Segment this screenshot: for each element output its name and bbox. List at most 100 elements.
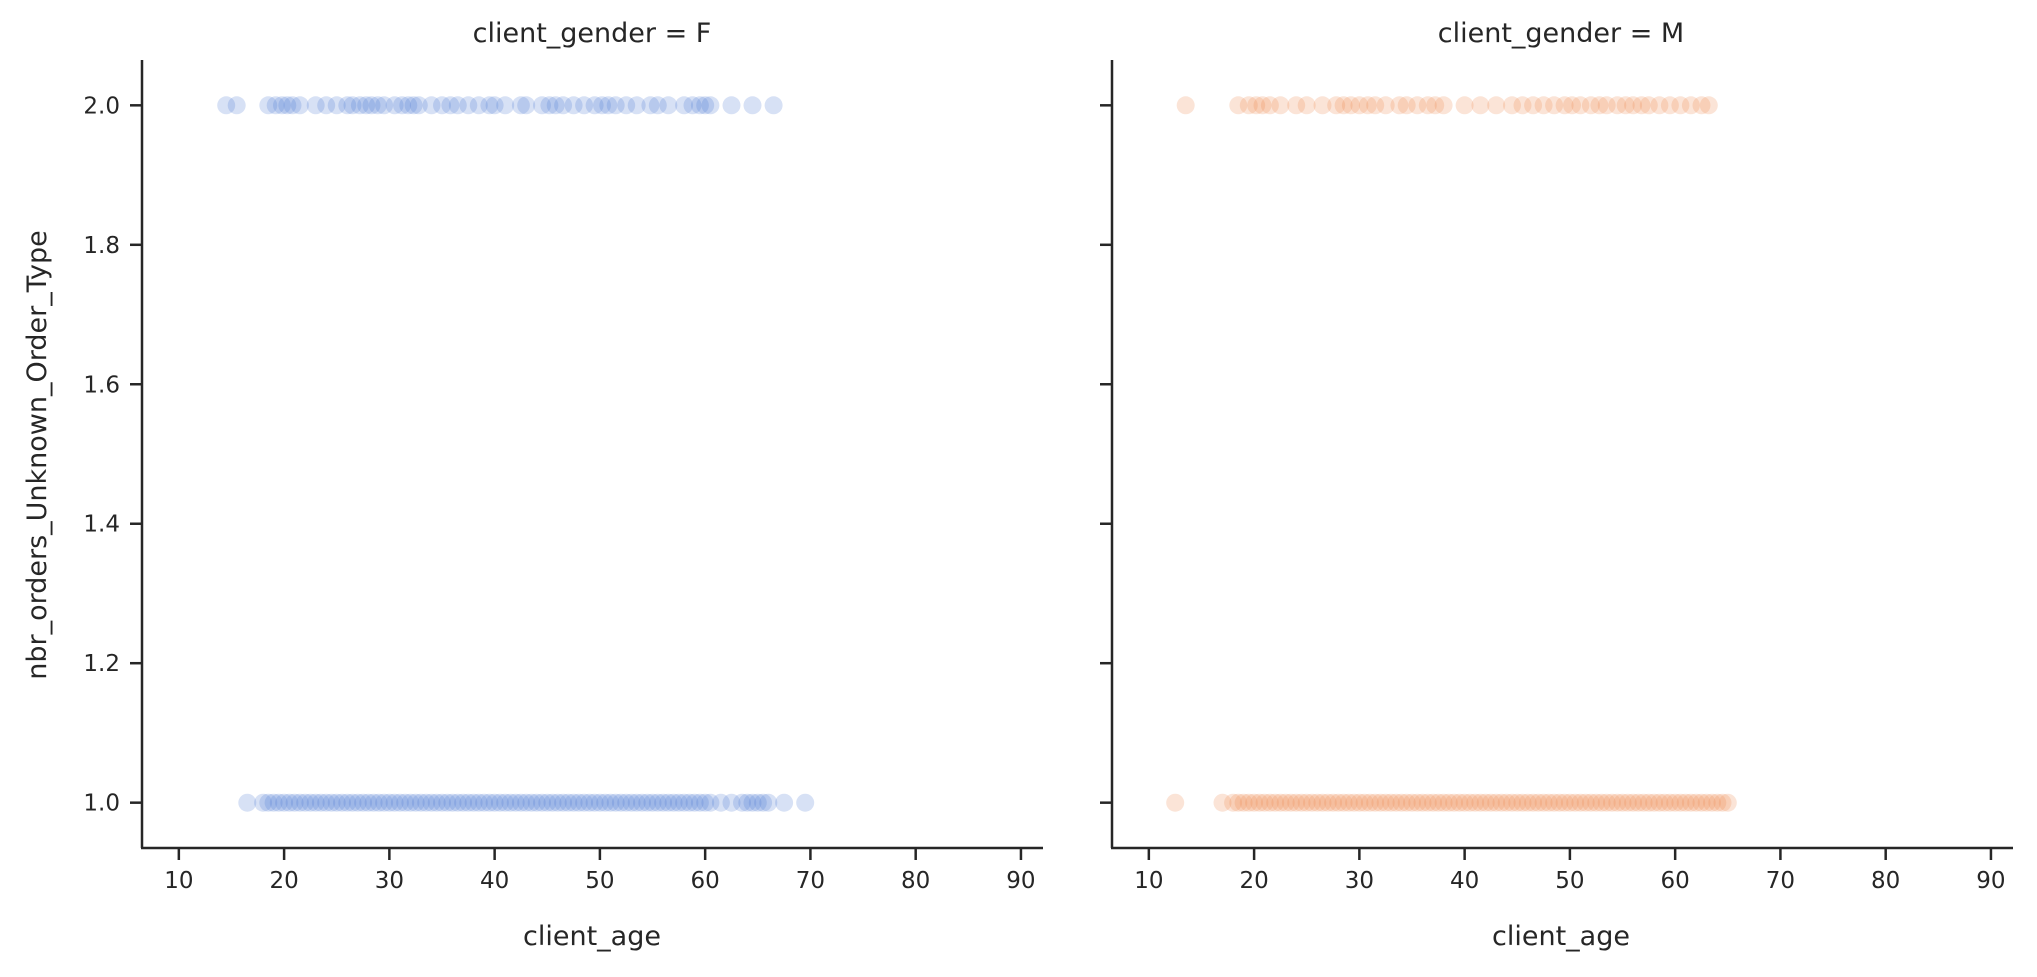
- scatter-point: [1418, 96, 1437, 115]
- scatter-point: [1655, 793, 1674, 812]
- scatter-point: [1608, 793, 1627, 812]
- scatter-point: [454, 793, 473, 812]
- scatter-point: [1529, 793, 1548, 812]
- scatter-point: [399, 96, 418, 115]
- scatter-point: [1334, 96, 1353, 115]
- scatter-point: [1358, 96, 1377, 115]
- scatter-point: [380, 793, 399, 812]
- scatter-point: [1563, 96, 1581, 115]
- scatter-point: [585, 793, 604, 812]
- scatter-point: [633, 793, 651, 812]
- scatter-point: [311, 793, 330, 812]
- y-tick-label: 2.0: [83, 93, 120, 119]
- scatter-point: [585, 96, 604, 115]
- scatter-point: [490, 793, 509, 812]
- scatter-point: [1255, 793, 1274, 812]
- scatter-point: [1699, 96, 1718, 115]
- scatter-point: [1166, 793, 1185, 812]
- scatter-point: [338, 96, 357, 115]
- scatter-point: [1524, 793, 1543, 812]
- scatter-point: [264, 793, 283, 812]
- scatter-point: [1292, 793, 1311, 812]
- scatter-point: [1681, 793, 1700, 812]
- scatter-point: [1497, 793, 1516, 812]
- scatter-point: [427, 793, 446, 812]
- scatter-point: [422, 793, 441, 812]
- scatter-point: [448, 96, 467, 115]
- x-tick-label: 90: [1006, 868, 1035, 894]
- y-tick-label: 1.0: [83, 791, 120, 817]
- scatter-point: [362, 96, 381, 115]
- scatter-point: [759, 793, 778, 812]
- scatter-point: [409, 96, 428, 115]
- scatter-point: [464, 793, 483, 812]
- scatter-point: [569, 793, 588, 812]
- scatter-point: [511, 96, 530, 115]
- scatter-point: [611, 793, 630, 812]
- scatter-point: [1213, 793, 1232, 812]
- scatter-point: [1581, 96, 1600, 115]
- scatter-point: [643, 793, 662, 812]
- scatter-point: [1487, 96, 1506, 115]
- scatter-point: [517, 793, 536, 812]
- scatter-point: [1632, 96, 1651, 115]
- panel-client-gender-m: client_gender = M client_age 10 20 30 40 50 6…: [1100, 18, 2013, 952]
- scatter-point: [1229, 96, 1248, 115]
- scatter-point: [593, 96, 611, 115]
- scatter-point: [533, 96, 551, 115]
- scatter-point: [564, 96, 583, 115]
- scatter-point: [217, 96, 236, 115]
- scatter-point: [1303, 793, 1321, 812]
- scatter-point: [1603, 793, 1621, 812]
- scatter-point: [538, 793, 557, 812]
- scatter-point: [683, 96, 702, 115]
- x-tick-label: 30: [1345, 868, 1374, 894]
- scatter-point: [527, 793, 546, 812]
- x-tick-label: 20: [1239, 868, 1268, 894]
- scatter-point: [711, 793, 730, 812]
- scatter-point: [343, 96, 362, 115]
- scatter-point: [369, 793, 388, 812]
- scatter-point: [1692, 96, 1711, 115]
- scatter-point: [1390, 96, 1409, 115]
- scatter-point: [540, 96, 559, 115]
- scatter-point: [480, 96, 499, 115]
- scatter-point: [1271, 96, 1290, 115]
- scatter-point: [627, 793, 646, 812]
- scatter-point: [354, 793, 373, 812]
- scatter-point: [254, 793, 273, 812]
- scatter-point: [1345, 793, 1364, 812]
- scatter-point: [1634, 793, 1653, 812]
- x-tick-label: 90: [1976, 868, 2005, 894]
- scatter-point: [1581, 793, 1600, 812]
- scatter-point: [259, 793, 278, 812]
- y-axis-ticks-m: [1100, 104, 1112, 804]
- scatter-point: [357, 96, 376, 115]
- scatter-point: [1513, 793, 1532, 812]
- scatter-point: [259, 96, 278, 115]
- scatter-point: [1339, 793, 1358, 812]
- scatter-point: [448, 793, 467, 812]
- scatter-point: [1481, 793, 1500, 812]
- scatter-point: [701, 793, 720, 812]
- scatter-point: [443, 793, 462, 812]
- scatter-point: [1247, 96, 1266, 115]
- scatter-point: [701, 96, 720, 115]
- scatter-point: [1587, 793, 1606, 812]
- scatter-point: [1287, 96, 1306, 115]
- scatter-point: [1671, 96, 1690, 115]
- scatter-point: [1703, 793, 1721, 812]
- x-tick-label: 40: [1450, 868, 1479, 894]
- scatter-point: [1608, 96, 1627, 115]
- scatter-point: [327, 96, 346, 115]
- scatter-point: [1324, 793, 1343, 812]
- scatter-point: [1287, 793, 1306, 812]
- scatter-point: [1260, 96, 1279, 115]
- scatter-point: [627, 96, 646, 115]
- scatter-point: [1708, 793, 1727, 812]
- scatter-point: [533, 793, 551, 812]
- scatter-point: [396, 793, 415, 812]
- scatter-point: [743, 96, 762, 115]
- scatter-point: [680, 793, 699, 812]
